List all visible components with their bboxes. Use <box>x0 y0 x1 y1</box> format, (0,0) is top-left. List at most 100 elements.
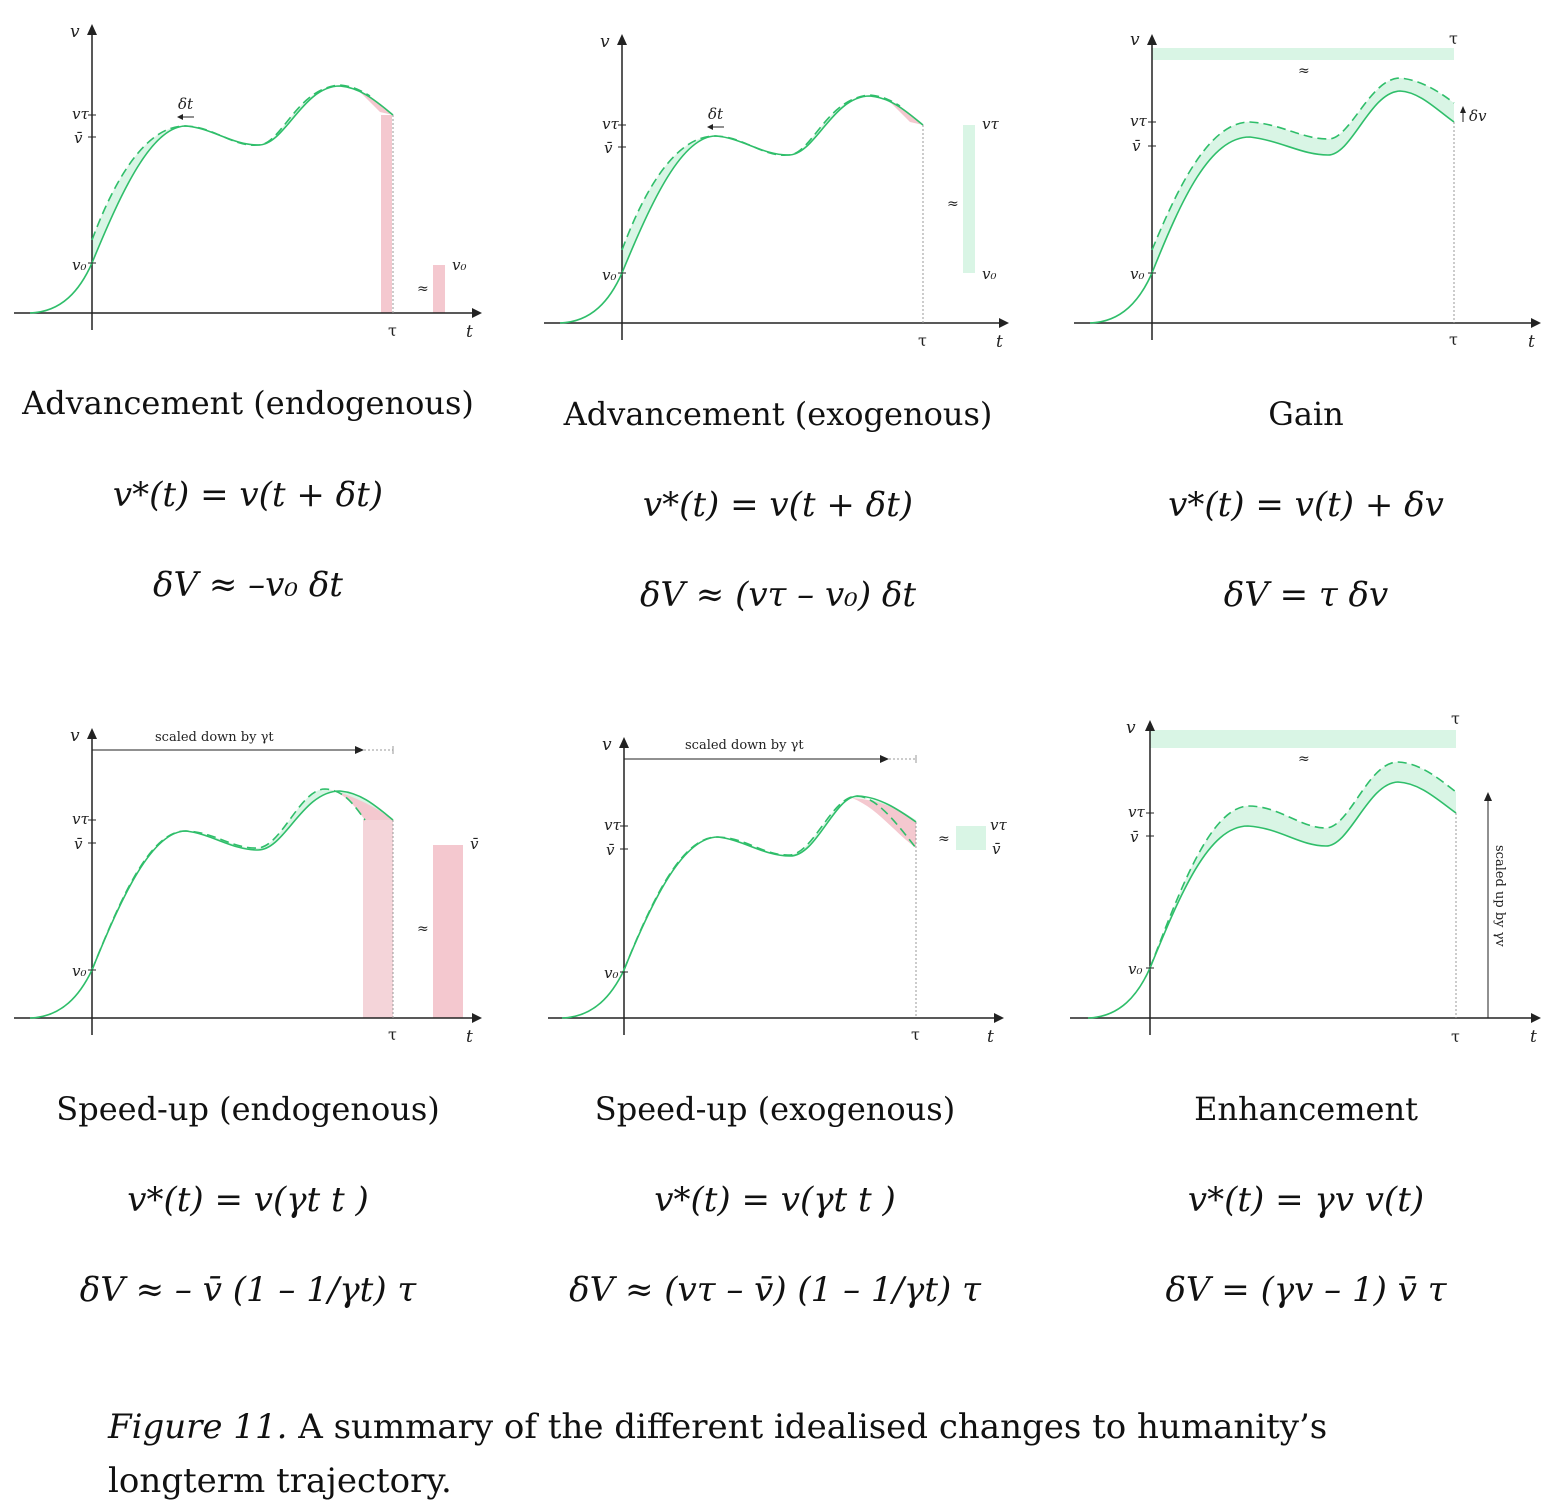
equation-trajectory: v*(t) = v(t) + δv <box>1168 485 1444 525</box>
y-axis-label: v <box>1130 30 1140 50</box>
bar-v0-label: v₀ <box>982 265 997 283</box>
panel-speed-up-exogenous: v t τ scaled down by γt vτ v̄ v₀ ≈ vτ v̄… <box>532 700 1042 1350</box>
tau-label: τ <box>1449 330 1458 349</box>
equation-trajectory: v*(t) = v(t + δt) <box>112 475 384 515</box>
vbar-label: v̄ <box>1132 137 1141 155</box>
x-axis-arrow <box>1531 1013 1541 1023</box>
vtau-label: vτ <box>72 810 89 828</box>
tau-label: τ <box>1451 1027 1460 1046</box>
tau-label: τ <box>388 1025 397 1044</box>
y-axis-label: v <box>1126 718 1136 738</box>
y-axis-arrow <box>619 737 629 748</box>
advanced-trajectory <box>621 94 901 251</box>
vtau-label: vτ <box>1130 112 1147 130</box>
panel-title: Gain <box>1268 395 1344 433</box>
panel-advancement-endogenous: v t τ vτ v̄ v₀ δt ≈ v₀ Advancement (endo… <box>0 0 510 660</box>
bar-v0-label: v₀ <box>452 256 467 274</box>
lost-bar <box>381 115 392 313</box>
vbar-label: v̄ <box>74 129 83 147</box>
diagram-advancement-exogenous: v t τ vτ v̄ v₀ δt ≈ vτ v₀ <box>544 32 1009 352</box>
x-axis-label: t <box>1528 332 1535 352</box>
panel-title: Speed-up (exogenous) <box>594 1090 956 1128</box>
vtau-label: vτ <box>72 105 89 123</box>
tau-top-label: τ <box>1449 29 1458 48</box>
comparison-bar <box>963 125 975 273</box>
x-axis-arrow <box>472 308 482 318</box>
equation-value: δV ≈ –v₀ δt <box>153 565 343 605</box>
approx-label: ≈ <box>947 196 959 212</box>
x-axis-label: t <box>1530 1027 1537 1047</box>
y-axis-arrow <box>87 728 97 739</box>
equation-value: δV = (γv – 1) v̄ τ <box>1165 1270 1447 1310</box>
diagram-gain: v t τ τ vτ v̄ v₀ δv ≈ <box>1074 29 1541 352</box>
vbar-label: v̄ <box>604 139 613 157</box>
comparison-bar <box>1152 48 1454 60</box>
dv-label: δv <box>1469 107 1487 125</box>
equation-trajectory: v*(t) = v(γt t ) <box>127 1180 369 1220</box>
extra-area <box>92 85 393 263</box>
enhancement-band <box>1150 762 1456 968</box>
lost-wedge <box>330 790 393 820</box>
diagram-advancement-endogenous: v t τ vτ v̄ v₀ δt ≈ v₀ <box>14 22 482 342</box>
approx-label: ≈ <box>1298 63 1310 79</box>
v0-label: v₀ <box>72 962 87 980</box>
dt-label: δt <box>708 105 724 123</box>
equation-value: δV ≈ (vτ – v₀) δt <box>639 575 917 615</box>
y-axis-label: v <box>70 726 80 746</box>
original-trajectory <box>29 790 394 1019</box>
vbar-label: v̄ <box>1130 828 1139 846</box>
original-trajectory <box>1089 90 1455 324</box>
y-axis-arrow <box>1145 720 1155 731</box>
tau-label: τ <box>388 321 397 340</box>
y-axis-label: v <box>70 22 80 42</box>
equation-trajectory: v*(t) = v(t + δt) <box>642 485 914 525</box>
dt-label: δt <box>178 95 194 113</box>
equation-value: δV = τ δv <box>1223 575 1389 615</box>
extra-area <box>92 789 393 970</box>
y-axis-arrow <box>87 24 97 35</box>
sped-up-trajectory <box>91 788 366 971</box>
equation-trajectory: v*(t) = γv v(t) <box>1187 1180 1425 1220</box>
vtau-label: vτ <box>602 115 619 133</box>
panel-title: Speed-up (endogenous) <box>56 1090 440 1128</box>
lost-bar <box>363 820 393 1018</box>
figure-caption-text: A summary of the different idealised cha… <box>108 1407 1328 1501</box>
equation-value: δV ≈ (vτ – v̄) (1 – 1/γt) τ <box>569 1270 981 1310</box>
panel-advancement-exogenous: v t τ vτ v̄ v₀ δt ≈ vτ v₀ Advancement (e… <box>530 0 1040 660</box>
bar-vbar-label: v̄ <box>470 835 479 853</box>
comparison-bar <box>1150 730 1456 748</box>
approx-label: ≈ <box>1298 751 1310 767</box>
extra-area <box>624 796 916 970</box>
y-axis-label: v <box>600 32 610 52</box>
v0-label: v₀ <box>602 266 617 284</box>
equation-trajectory: v*(t) = v(γt t ) <box>654 1180 896 1220</box>
approx-label: ≈ <box>938 831 950 847</box>
original-trajectory <box>1087 781 1457 1019</box>
diagram-speed-up-endogenous: v t τ scaled down by γt vτ v̄ v₀ ≈ v̄ <box>14 726 482 1047</box>
y-axis-arrow <box>1147 34 1157 45</box>
advanced-trajectory <box>91 84 371 241</box>
x-axis-label: t <box>466 1027 473 1047</box>
diagram-enhancement: v t τ τ scaled up by γv vτ v̄ v₀ ≈ <box>1070 709 1541 1047</box>
y-axis-label: v <box>602 735 612 755</box>
tau-label: τ <box>918 331 927 350</box>
scale-label: scaled down by γt <box>155 730 274 745</box>
sped-up-trajectory <box>623 795 917 971</box>
tau-top-label: τ <box>1451 709 1460 728</box>
lost-wedge <box>852 798 916 848</box>
gain-band <box>1152 78 1454 273</box>
panel-enhancement: v t τ τ scaled up by γv vτ v̄ v₀ ≈ Enhan… <box>1058 700 1558 1350</box>
y-axis-arrow <box>617 34 627 45</box>
enhanced-trajectory <box>1149 761 1457 969</box>
x-axis-arrow <box>999 318 1009 328</box>
equation-value: δV ≈ – v̄ (1 – 1/γt) τ <box>79 1270 417 1310</box>
bar-vtau-label: vτ <box>990 816 1007 834</box>
scale-label: scaled down by γt <box>685 738 804 753</box>
panel-gain: v t τ τ vτ v̄ v₀ δv ≈ Gain v*(t) = v(t) … <box>1060 0 1558 660</box>
tau-label: τ <box>911 1025 920 1044</box>
vbar-label: v̄ <box>606 841 615 859</box>
approx-label: ≈ <box>417 921 429 937</box>
scale-label: scaled up by γv <box>1492 845 1507 947</box>
v0-label: v₀ <box>1130 265 1145 283</box>
x-axis-label: t <box>466 322 473 342</box>
